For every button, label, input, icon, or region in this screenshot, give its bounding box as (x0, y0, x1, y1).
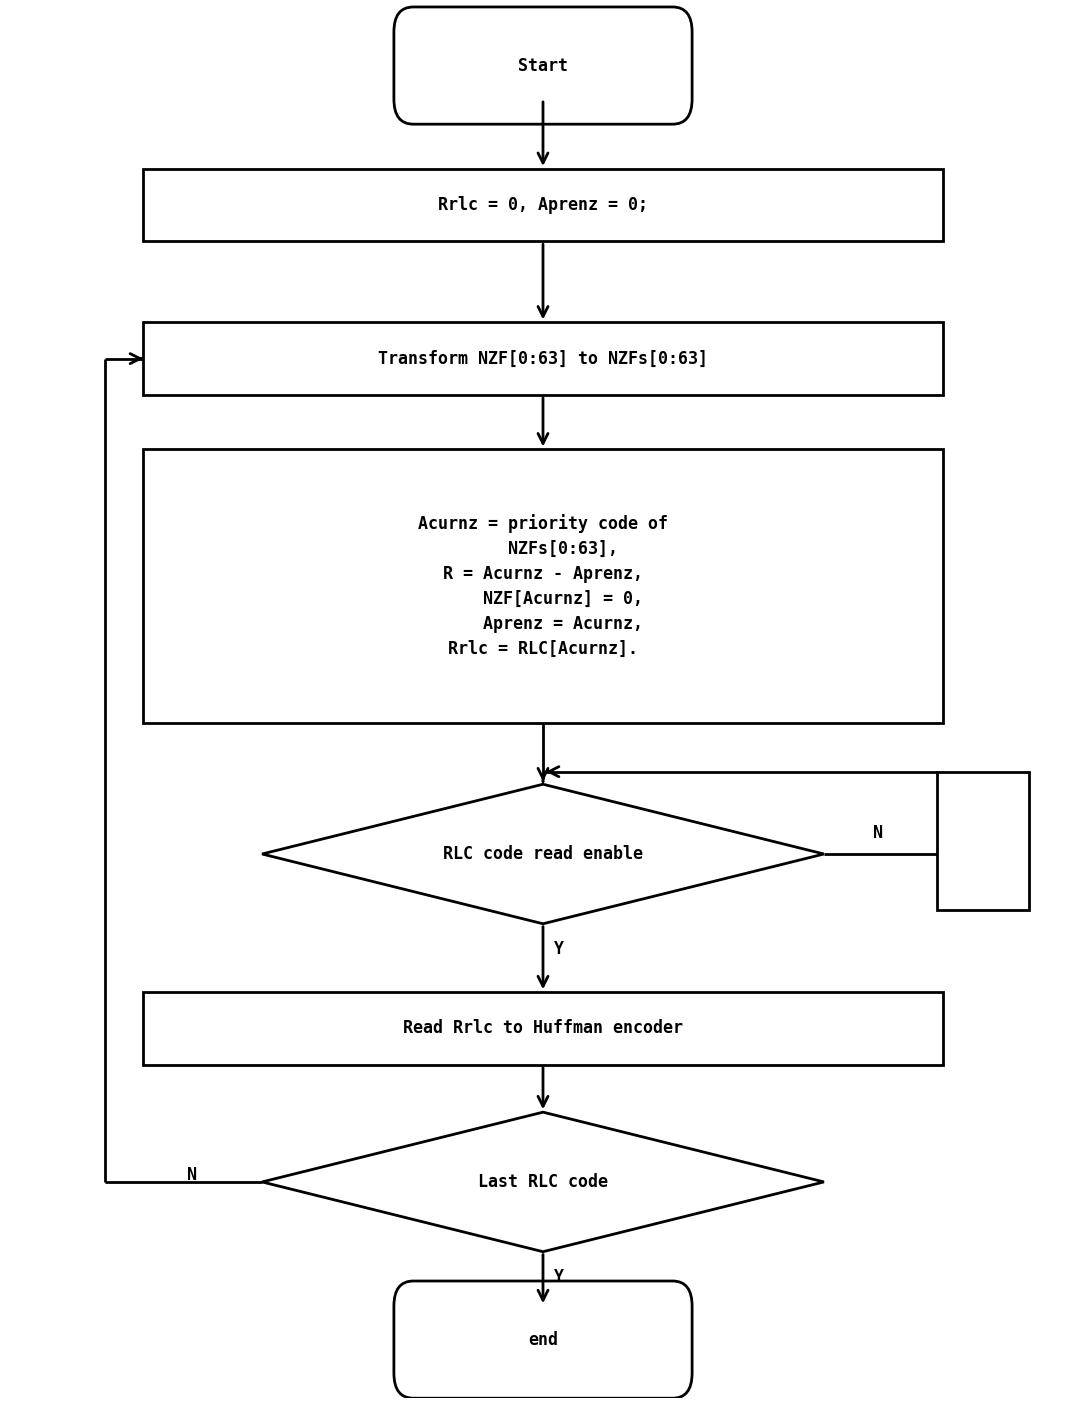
Text: Read Rrlc to Huffman encoder: Read Rrlc to Huffman encoder (403, 1020, 683, 1037)
Text: end: end (528, 1331, 558, 1349)
Bar (937, 772, 1030, 909)
Polygon shape (262, 1112, 824, 1251)
Text: N: N (187, 1166, 197, 1184)
Text: Y: Y (554, 1268, 565, 1286)
Bar (143, 992, 943, 1065)
Bar (143, 170, 943, 241)
FancyBboxPatch shape (394, 7, 692, 125)
Bar (143, 322, 943, 395)
Text: Last RLC code: Last RLC code (478, 1173, 608, 1191)
FancyBboxPatch shape (394, 1281, 692, 1398)
Text: Start: Start (518, 56, 568, 74)
Text: RLC code read enable: RLC code read enable (443, 845, 643, 863)
Bar (143, 450, 943, 723)
Text: Y: Y (554, 940, 565, 958)
Text: Acurnz = priority code of
    NZFs[0:63],
R = Acurnz - Aprenz,
    NZF[Acurnz] =: Acurnz = priority code of NZFs[0:63], R … (418, 514, 668, 658)
Polygon shape (262, 785, 824, 923)
Text: N: N (873, 824, 883, 842)
Text: Transform NZF[0:63] to NZFs[0:63]: Transform NZF[0:63] to NZFs[0:63] (378, 350, 708, 367)
Text: Rrlc = 0, Aprenz = 0;: Rrlc = 0, Aprenz = 0; (438, 196, 648, 214)
